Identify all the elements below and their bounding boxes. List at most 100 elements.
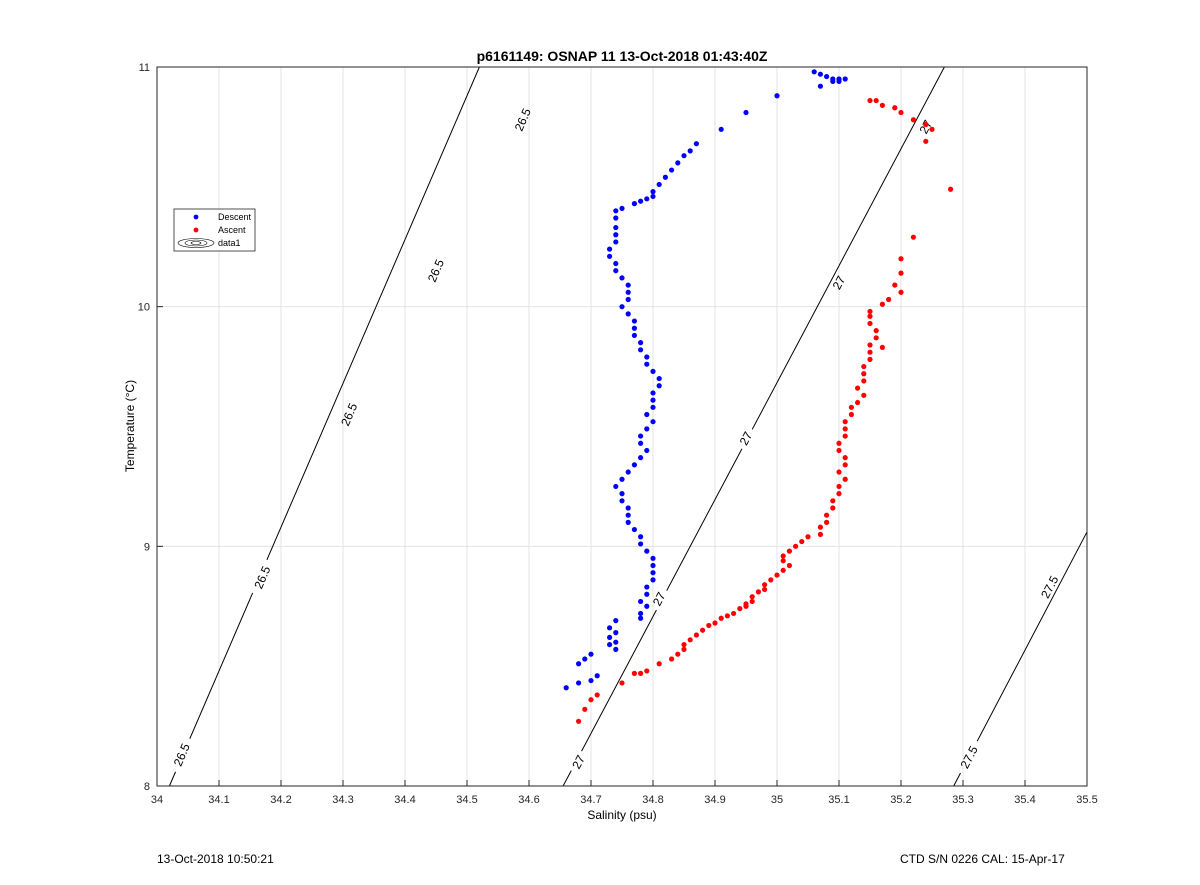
ascent-point <box>867 97 873 104</box>
descent-point <box>650 577 656 583</box>
descent-point <box>594 673 600 679</box>
ascent-point <box>712 620 718 626</box>
ascent-point <box>879 301 886 307</box>
x-tick-label: 34.1 <box>208 794 229 806</box>
descent-point <box>607 246 613 252</box>
ascent-point <box>693 632 700 638</box>
ascent-point <box>910 234 917 240</box>
descent-point <box>687 148 693 154</box>
descent-point <box>619 304 625 310</box>
ascent-point <box>842 426 848 432</box>
descent-point <box>638 198 644 204</box>
descent-point <box>619 476 625 482</box>
descent-point <box>631 462 638 468</box>
legend: Descent Ascent data1 <box>173 208 256 252</box>
descent-point <box>613 239 619 245</box>
x-tick-label: 35 <box>771 794 783 806</box>
ascent-point <box>737 606 743 612</box>
legend-marker-ascent <box>193 227 199 233</box>
descent-point <box>638 541 644 547</box>
ascent-point <box>687 637 693 643</box>
legend-box <box>173 208 256 252</box>
descent-point <box>613 639 619 645</box>
ascent-point <box>700 627 706 633</box>
descent-point <box>644 603 650 609</box>
ascent-point <box>867 308 873 315</box>
descent-point <box>811 69 817 75</box>
ascent-point <box>786 562 793 569</box>
ascent-point <box>842 462 848 468</box>
ascent-point <box>681 641 687 648</box>
ascent-series <box>576 97 954 724</box>
ascent-point <box>898 270 904 276</box>
ascent-point <box>910 117 917 123</box>
ascent-point <box>594 692 600 698</box>
descent-point <box>830 78 836 84</box>
x-tick-label: 35.2 <box>890 794 911 806</box>
descent-point <box>631 201 638 207</box>
ascent-point <box>855 399 861 406</box>
ascent-point <box>681 646 687 652</box>
x-tick-label: 34.6 <box>518 794 539 806</box>
descent-point <box>613 232 619 238</box>
ascent-point <box>644 668 650 674</box>
y-axis-label: Temperature (°C) <box>123 380 137 472</box>
contour-label: 27 <box>737 429 756 448</box>
descent-point <box>638 440 644 446</box>
ascent-point <box>842 433 848 439</box>
ascent-point <box>855 385 861 391</box>
contour-label: 27 <box>650 590 669 609</box>
y-axis-ticks: 8 9 10 11 <box>138 62 163 793</box>
descent-point <box>625 505 631 511</box>
descent-point <box>631 318 638 324</box>
ascent-point <box>867 349 873 355</box>
x-tick-label: 34.8 <box>642 794 663 806</box>
descent-point <box>650 368 656 374</box>
ascent-point <box>793 543 799 549</box>
contour-label: 27 <box>569 753 588 772</box>
ascent-point <box>923 121 929 128</box>
ascent-point <box>892 282 898 288</box>
descent-point <box>638 615 644 621</box>
legend-marker-contour-icon <box>177 238 215 248</box>
descent-point <box>650 397 656 403</box>
ascent-point <box>886 296 892 303</box>
ascent-point <box>836 447 842 454</box>
descent-point <box>631 325 638 331</box>
x-tick-label: 34.9 <box>704 794 725 806</box>
ascent-point <box>780 553 786 559</box>
descent-point <box>607 253 613 259</box>
ascent-point <box>762 586 768 593</box>
ascent-point <box>830 505 836 511</box>
ascent-point <box>861 378 867 384</box>
descent-point <box>644 361 650 367</box>
descent-point <box>644 426 650 432</box>
legend-marker-descent <box>193 214 199 220</box>
ascent-point <box>873 328 879 334</box>
ascent-point <box>898 256 904 262</box>
descent-series <box>563 69 848 691</box>
ascent-point <box>898 289 904 295</box>
ascent-point <box>731 610 737 617</box>
ascent-point <box>805 534 811 540</box>
ascent-point <box>706 622 712 629</box>
descent-point <box>619 205 625 212</box>
descent-point <box>576 680 582 686</box>
descent-point <box>638 433 644 439</box>
descent-point <box>650 419 656 425</box>
descent-point <box>638 455 644 461</box>
x-tick-label: 35.3 <box>952 794 973 806</box>
x-tick-label: 34.3 <box>332 794 353 806</box>
descent-point <box>582 656 588 662</box>
x-tick-label: 34.2 <box>270 794 291 806</box>
descent-point <box>817 83 824 89</box>
ascent-point <box>923 138 929 144</box>
descent-point <box>650 193 656 200</box>
ascent-point <box>817 524 824 530</box>
ascent-point <box>836 469 842 475</box>
descent-point <box>817 71 824 77</box>
ascent-point <box>830 498 836 504</box>
descent-point <box>656 383 662 389</box>
descent-point <box>638 534 644 540</box>
